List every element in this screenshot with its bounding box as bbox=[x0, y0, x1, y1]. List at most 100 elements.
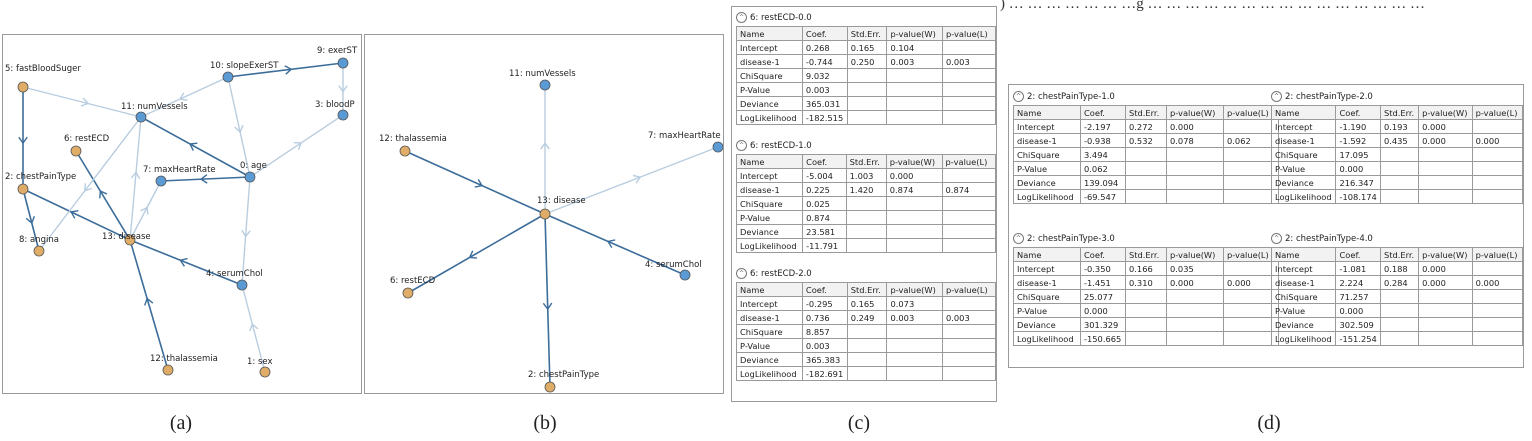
table-cell: -0.744 bbox=[801, 54, 848, 69]
node-chestpaintype[interactable] bbox=[544, 381, 556, 393]
table-cell: LogLikelihood bbox=[1270, 331, 1337, 346]
table-cell: 0.165 bbox=[846, 40, 888, 55]
table-cell: 0.003 bbox=[801, 82, 848, 97]
table-row: disease-1 0.736 0.249 0.003 0.003 bbox=[736, 310, 997, 325]
table-header-row: Name Coef. Std.Err. p-value(W) p-value(L) bbox=[736, 282, 997, 297]
node-exerst[interactable] bbox=[337, 57, 349, 69]
table-cell: disease-1 bbox=[736, 310, 803, 325]
chestpaintype-table-2: ^ 2: chestPainType-3.0 Name Coef. Std.Err. p-… bbox=[1013, 231, 1279, 346]
node-angina[interactable] bbox=[33, 245, 45, 257]
edge-arrowhead bbox=[18, 136, 28, 145]
column-header: p-value(L) bbox=[941, 154, 997, 169]
table-cell: 3.494 bbox=[1080, 147, 1126, 162]
table-row: ChiSquare 71.257 bbox=[1270, 289, 1524, 304]
table-cell bbox=[846, 110, 888, 125]
edge-age-to-numvessels bbox=[140, 116, 251, 178]
table-cell: -0.350 bbox=[1080, 261, 1126, 276]
node-slopeexerst[interactable] bbox=[222, 71, 234, 83]
node-serumchol[interactable] bbox=[679, 269, 691, 281]
column-header: Std.Err. bbox=[846, 26, 888, 41]
table-row: disease-1 2.224 0.284 0.000 0.000 bbox=[1270, 275, 1524, 290]
table-cell: -1.451 bbox=[1080, 275, 1126, 290]
table-cell bbox=[886, 68, 943, 83]
table-cell: ChiSquare bbox=[1270, 289, 1337, 304]
table-row: Intercept -1.081 0.188 0.000 bbox=[1270, 261, 1524, 276]
table-row: Intercept -5.004 1.003 0.000 bbox=[735, 168, 997, 183]
collapse-icon[interactable]: ^ bbox=[736, 268, 747, 279]
table-title-bar[interactable]: ^ 2: chestPainType-1.0 bbox=[1013, 89, 1279, 105]
table-title-bar[interactable]: ^ 6: restECD-1.0 bbox=[736, 138, 996, 154]
column-header: Std.Err. bbox=[845, 154, 887, 169]
node-sex[interactable] bbox=[259, 366, 271, 378]
node-age[interactable] bbox=[244, 171, 256, 183]
table-cell: ChiSquare bbox=[736, 324, 803, 339]
collapse-icon[interactable]: ^ bbox=[1013, 91, 1024, 102]
node-disease[interactable] bbox=[539, 208, 551, 220]
table-cell: 0.062 bbox=[1080, 161, 1126, 176]
table-cell: 1.420 bbox=[845, 182, 887, 197]
node-fastbloodsuger[interactable] bbox=[17, 81, 29, 93]
edge-slopeexerst-to-numvessels bbox=[140, 76, 229, 118]
node-label-bloodp: 3: bloodP bbox=[315, 100, 355, 110]
table-cell: 0.249 bbox=[846, 310, 888, 325]
column-header: p-value(W) bbox=[885, 154, 943, 169]
table-cell: -108.174 bbox=[1335, 189, 1381, 204]
table-cell bbox=[1418, 303, 1473, 318]
collapse-icon[interactable]: ^ bbox=[1013, 233, 1024, 244]
node-numvessels[interactable] bbox=[135, 111, 147, 123]
node-maxheartrate[interactable] bbox=[155, 175, 167, 187]
node-thalassemia[interactable] bbox=[162, 364, 174, 376]
table-title-bar[interactable]: ^ 6: restECD-0.0 bbox=[736, 10, 996, 26]
table-cell bbox=[1166, 175, 1224, 190]
collapse-icon[interactable]: ^ bbox=[1271, 233, 1282, 244]
table-cell: 365.031 bbox=[801, 96, 848, 111]
collapse-icon[interactable]: ^ bbox=[1271, 91, 1282, 102]
node-restecd[interactable] bbox=[402, 287, 414, 299]
table-cell: LogLikelihood bbox=[735, 238, 804, 253]
table-title-bar[interactable]: ^ 2: chestPainType-4.0 bbox=[1271, 231, 1523, 247]
edge-disease-to-maxheartrate bbox=[129, 180, 162, 241]
table-cell: P-Value bbox=[1013, 161, 1081, 176]
edge-age-to-maxheartrate bbox=[160, 176, 251, 182]
collapse-icon[interactable]: ^ bbox=[736, 12, 747, 23]
node-thalassemia[interactable] bbox=[399, 145, 411, 157]
table-title-bar[interactable]: ^ 6: restECD-2.0 bbox=[736, 266, 996, 282]
table-cell: 0.003 bbox=[886, 54, 943, 69]
table-cell bbox=[1125, 303, 1167, 318]
edge-arrowhead bbox=[542, 302, 553, 311]
column-header: Std.Err. bbox=[1379, 247, 1420, 262]
node-numvessels[interactable] bbox=[539, 79, 551, 91]
stat-table: Name Coef. Std.Err. p-value(W) p-value(L) Int… bbox=[736, 26, 997, 125]
table-cell: 0.000 bbox=[1471, 133, 1524, 148]
node-label-restecd: 6: restECD bbox=[64, 134, 110, 144]
table-row: LogLikelihood -108.174 bbox=[1270, 189, 1524, 204]
table-title-bar[interactable]: ^ 2: chestPainType-3.0 bbox=[1013, 231, 1279, 247]
edge-arrowhead bbox=[249, 322, 259, 332]
column-header: p-value(L) bbox=[1223, 105, 1279, 120]
collapse-icon[interactable]: ^ bbox=[736, 140, 747, 151]
table-cell bbox=[1379, 317, 1420, 332]
node-maxheartrate[interactable] bbox=[712, 141, 724, 153]
table-cell: disease-1 bbox=[1013, 275, 1081, 290]
table-cell: Intercept bbox=[736, 296, 803, 311]
table-cell bbox=[846, 366, 888, 381]
table-cell bbox=[1418, 147, 1473, 162]
table-cell bbox=[1125, 331, 1167, 346]
table-cell bbox=[941, 196, 997, 211]
edge-arrowhead bbox=[179, 257, 188, 267]
table-cell bbox=[941, 40, 997, 55]
node-disease[interactable] bbox=[124, 234, 136, 246]
column-header: Name bbox=[736, 26, 803, 41]
table-cell: ChiSquare bbox=[736, 68, 803, 83]
node-chestpaintype[interactable] bbox=[17, 183, 29, 195]
node-restecd[interactable] bbox=[70, 145, 82, 157]
table-row: disease-1 -1.592 0.435 0.000 0.000 bbox=[1270, 133, 1524, 148]
node-serumchol[interactable] bbox=[236, 279, 248, 291]
table-cell bbox=[845, 238, 887, 253]
column-header: Coef. bbox=[1080, 247, 1126, 262]
node-bloodp[interactable] bbox=[337, 109, 349, 121]
edge-disease-to-numvessels bbox=[129, 116, 142, 241]
edge-arrowhead bbox=[144, 297, 154, 306]
table-title-bar[interactable]: ^ 2: chestPainType-2.0 bbox=[1271, 89, 1523, 105]
table-cell: LogLikelihood bbox=[736, 366, 803, 381]
